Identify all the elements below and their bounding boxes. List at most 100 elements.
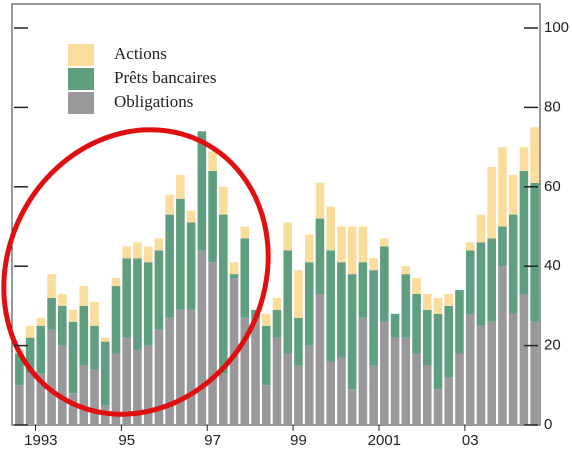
bar-segment: [315, 182, 325, 219]
bar-segment: [304, 234, 314, 263]
bar-segment: [208, 170, 217, 263]
bar-segment: [197, 131, 207, 251]
y-tick-label: 20: [544, 337, 561, 354]
bar-segment: [422, 309, 432, 366]
bar-segment: [412, 353, 421, 425]
bar-segment: [47, 297, 56, 330]
bar-segment: [197, 250, 207, 425]
bar-segment: [122, 337, 132, 425]
bar-segment: [208, 262, 217, 425]
bar-segment: [25, 373, 35, 425]
bar-segment: [261, 313, 271, 326]
bar-segment: [337, 262, 346, 358]
bar-segment: [143, 262, 153, 346]
bar-segment: [444, 305, 454, 378]
bar-segment: [122, 246, 132, 259]
bars: [15, 127, 539, 425]
bar-segment: [111, 278, 121, 287]
y-tick-label: 40: [544, 257, 561, 274]
bar-segment: [143, 246, 153, 263]
bar-segment: [154, 329, 164, 425]
bar-segment: [498, 226, 507, 267]
bar-segment: [337, 357, 346, 425]
bar-segment: [358, 226, 368, 263]
bar-segment: [111, 353, 121, 425]
bar-segment: [208, 151, 217, 171]
bar-segment: [15, 353, 24, 386]
bar-segment: [530, 321, 539, 425]
bar-segment: [79, 365, 89, 425]
bar-segment: [154, 250, 164, 330]
bar-segment: [15, 385, 24, 425]
bar-segment: [68, 393, 78, 425]
bar-segment: [487, 321, 496, 425]
bar-segment: [176, 174, 185, 199]
bar-segment: [100, 337, 110, 342]
bar-segment: [36, 325, 46, 374]
legend-swatch: [68, 68, 94, 90]
bar-segment: [36, 373, 46, 425]
bar-segment: [498, 147, 507, 227]
legend-swatch: [68, 44, 94, 66]
bar-segment: [412, 293, 421, 354]
bar-segment: [476, 325, 486, 425]
bar-segment: [261, 325, 271, 386]
bar-segment: [304, 345, 314, 425]
bar-segment: [68, 321, 78, 394]
bar-segment: [337, 226, 346, 263]
bar-segment: [358, 317, 368, 425]
bar-segment: [369, 365, 378, 425]
bar-segment: [79, 305, 89, 366]
bar-segment: [176, 309, 185, 425]
bar-segment: [219, 186, 228, 215]
bar-segment: [240, 317, 250, 425]
bar-segment: [390, 337, 400, 425]
bar-segment: [58, 345, 67, 425]
y-tick-label: 0: [544, 416, 552, 433]
bar-segment: [122, 258, 132, 338]
bar-segment: [251, 317, 260, 425]
x-tick-label: 97: [204, 432, 221, 449]
bar-segment: [47, 329, 56, 425]
bar-segment: [508, 214, 518, 314]
bar-segment: [369, 270, 378, 366]
bar-segment: [219, 373, 228, 425]
bar-segment: [90, 325, 99, 370]
bar-segment: [25, 337, 35, 374]
x-tick-label: 95: [118, 432, 135, 449]
bar-segment: [390, 313, 400, 338]
bar-segment: [380, 238, 389, 247]
bar-segment: [508, 174, 518, 215]
bar-segment: [272, 337, 282, 425]
bar-segment: [476, 214, 486, 243]
bar-segment: [433, 297, 443, 314]
bar-segment: [219, 214, 228, 374]
bar-segment: [186, 309, 196, 425]
bar-segment: [261, 385, 271, 425]
bar-segment: [47, 274, 56, 298]
bar-segment: [143, 345, 153, 425]
bar-segment: [347, 226, 357, 275]
highlight-ellipse: [1, 127, 271, 417]
bar-segment: [530, 182, 539, 322]
bar-segment: [347, 274, 357, 390]
bar-segment: [165, 214, 174, 318]
y-tick-label: 80: [544, 98, 561, 115]
bar-segment: [380, 246, 389, 322]
bar-segment: [519, 293, 529, 425]
bar-segment: [165, 317, 174, 425]
bar-segment: [272, 309, 282, 338]
bar-segment: [369, 258, 378, 271]
bar-segment: [455, 353, 464, 425]
bar-segment: [487, 166, 496, 239]
legend-label: Obligations: [114, 92, 193, 111]
bar-segment: [487, 238, 496, 322]
bar-segment: [294, 270, 303, 318]
bar-segment: [229, 274, 239, 279]
bar-segment: [326, 250, 335, 362]
bar-segment: [401, 274, 411, 338]
bar-segment: [111, 286, 121, 354]
bar-segment: [347, 389, 357, 425]
x-tick-label: 99: [290, 432, 307, 449]
